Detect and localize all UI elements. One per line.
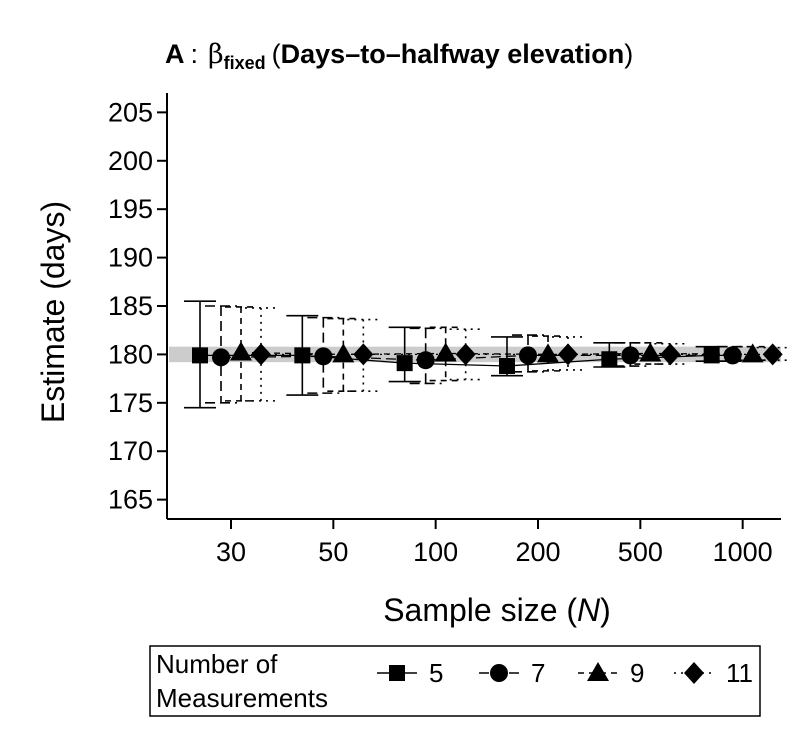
y-tick-label: 190	[108, 243, 153, 273]
legend-marker-7	[490, 664, 508, 682]
data-point	[639, 342, 662, 362]
data-point	[314, 347, 333, 366]
x-axis-label-close: )	[600, 592, 611, 628]
legend-label-11: 11	[726, 658, 753, 688]
data-point	[499, 358, 515, 375]
y-tick-label: 185	[108, 291, 153, 321]
y-tick-label: 180	[108, 339, 153, 369]
title-colon: :	[191, 39, 199, 69]
data-point	[537, 343, 559, 363]
y-tick-label: 195	[108, 194, 153, 224]
title-paren-open: (	[272, 39, 281, 69]
data-point	[230, 341, 252, 361]
data-point	[396, 355, 413, 372]
data-point	[762, 343, 783, 366]
x-tick-label: 500	[618, 537, 663, 567]
x-tick-label: 200	[515, 537, 560, 567]
data-point	[251, 343, 271, 366]
x-ticks: 30 50 100 200 500 1000	[216, 519, 773, 567]
y-tick-label: 200	[108, 146, 153, 176]
data-point	[332, 343, 355, 363]
title-rest: Days–to–halfway elevation	[281, 39, 625, 69]
y-tick-label: 170	[108, 436, 153, 466]
data-point	[660, 343, 681, 366]
series-11	[245, 307, 789, 402]
series-9	[225, 306, 769, 402]
series-line	[240, 351, 753, 356]
x-tick-label: 50	[318, 537, 348, 567]
legend-label-7: 7	[531, 658, 545, 688]
data-point	[558, 343, 578, 366]
chart-title: A: βfixed (Days–to–halfway elevation)	[165, 39, 633, 73]
legend-label-5: 5	[429, 658, 443, 688]
legend-marker-9	[587, 662, 609, 681]
data-point	[741, 343, 764, 363]
title-subscript: fixed	[224, 53, 266, 73]
legend-items: 5 7 9 11	[377, 658, 753, 688]
data-point	[621, 346, 640, 365]
title-paren-close: )	[624, 39, 633, 69]
x-tick-label: 100	[413, 537, 458, 567]
title-beta: β	[208, 39, 224, 70]
y-ticks: 165 170 175 180 185 190 195 200 205	[108, 97, 167, 515]
data-point	[212, 348, 230, 367]
data-point	[434, 342, 457, 362]
x-tick-label: 30	[216, 537, 246, 567]
y-tick-label: 175	[108, 388, 153, 418]
legend-box	[149, 645, 761, 717]
legend-marker-5	[389, 665, 405, 681]
data-point	[723, 346, 742, 365]
legend: Number of Measurements 5 7 9 11	[149, 645, 761, 717]
x-axis-label-var: N	[577, 592, 601, 628]
data-point	[416, 351, 435, 370]
data-point	[703, 347, 720, 364]
legend-marker-11	[684, 662, 704, 684]
legend-label-9: 9	[630, 658, 644, 688]
y-axis-label: Estimate (days)	[35, 201, 71, 423]
legend-title-line1: Number of	[156, 649, 278, 679]
y-tick-label: 165	[108, 485, 153, 515]
data-point	[294, 347, 311, 364]
x-axis-label: Sample size (N)	[383, 592, 611, 628]
data-point	[455, 343, 476, 366]
x-axis-label-text: Sample size (	[383, 592, 577, 628]
title-panel: A	[165, 39, 185, 69]
y-tick-label: 205	[108, 97, 153, 127]
data-point	[353, 343, 374, 366]
x-tick-label: 1000	[713, 537, 773, 567]
legend-title-line2: Measurements	[156, 683, 328, 713]
data-point	[519, 346, 537, 365]
series-layer	[184, 300, 789, 409]
data-point	[192, 347, 208, 364]
